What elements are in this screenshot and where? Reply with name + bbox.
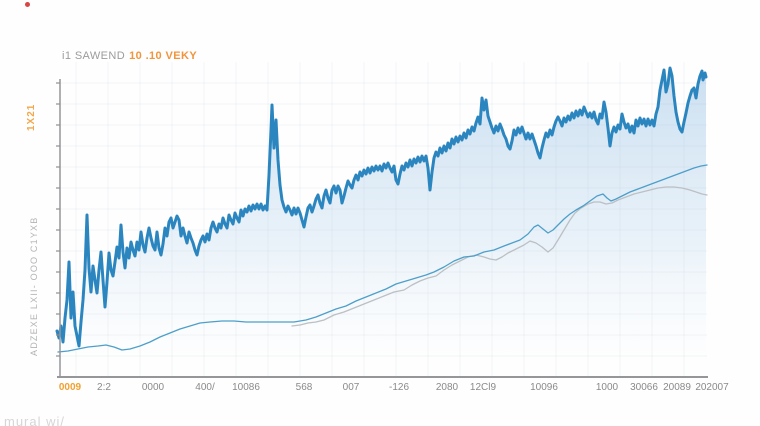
x-tick-label: 0000 [141, 382, 165, 393]
x-tick-label: 10096 [530, 382, 558, 393]
x-tick-label: 12Cl9 [469, 382, 497, 393]
x-tick-label: 2080 [435, 382, 459, 393]
x-tick-label: 2:2 [97, 382, 111, 393]
chart-title-text: i1 SAWEND [62, 50, 126, 62]
thin-blue-series-line [57, 164, 708, 353]
gray-series-line [291, 186, 708, 327]
x-tick-label: -126 [388, 382, 410, 393]
x-tick-label: 30066 [630, 382, 658, 393]
x-tick-label: 20089 [663, 382, 691, 393]
axes [56, 79, 708, 378]
x-tick-label: 007 [342, 382, 360, 393]
chart-title-highlight: 10 .10 VEKY [129, 50, 198, 62]
x-tick-label: 0009 [58, 382, 82, 393]
main-series-area [57, 68, 706, 377]
x-tick-label: 1000 [595, 382, 619, 393]
chart-title: i1 SAWEND 10 .10 VEKY [62, 50, 197, 62]
main-volatile-series-line [55, 66, 708, 348]
x-tick-label: 400/ [195, 382, 215, 393]
watermark-text: mural wi/ [4, 414, 66, 426]
x-tick-label: 568 [295, 382, 313, 393]
x-tick-label: 10086 [232, 382, 260, 393]
x-tick-label: 202007 [695, 382, 729, 393]
red-marker-dot [25, 2, 30, 7]
